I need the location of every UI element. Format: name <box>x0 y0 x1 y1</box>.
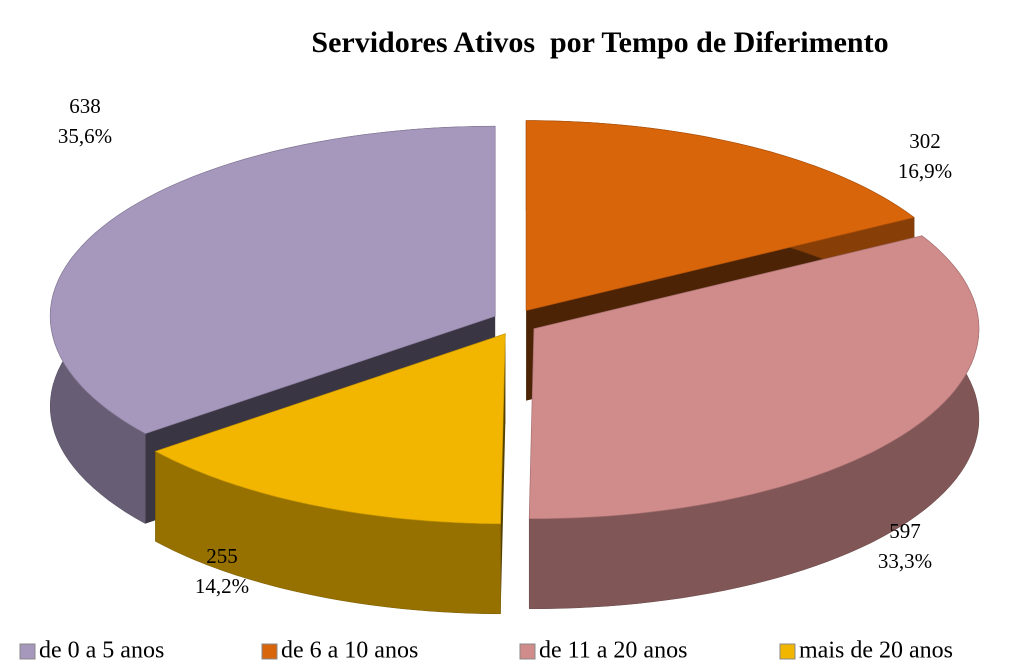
percent-label: 14,2% <box>195 574 249 598</box>
data-label: 302 <box>909 129 941 153</box>
legend-label: de 6 a 10 anos <box>281 638 418 664</box>
legend-swatch <box>779 643 796 660</box>
legend-label: de 0 a 5 anos <box>39 638 164 664</box>
slice <box>154 333 506 525</box>
percent-label: 35,6% <box>58 124 112 148</box>
data-label: 638 <box>69 94 101 118</box>
data-label: 597 <box>889 519 921 543</box>
percent-label: 16,9% <box>898 159 952 183</box>
chart-title: Servidores Ativos por Tempo de Diferimen… <box>311 26 888 59</box>
legend-swatch <box>261 643 278 660</box>
legend-swatch <box>19 643 36 660</box>
data-label: 255 <box>206 544 238 568</box>
legend-swatch <box>519 643 536 660</box>
legend-label: mais de 20 anos <box>799 638 953 664</box>
slice <box>528 235 980 520</box>
percent-label: 33,3% <box>878 549 932 573</box>
slice <box>525 120 915 312</box>
slice <box>49 125 496 434</box>
legend-label: de 11 a 20 anos <box>539 638 687 664</box>
